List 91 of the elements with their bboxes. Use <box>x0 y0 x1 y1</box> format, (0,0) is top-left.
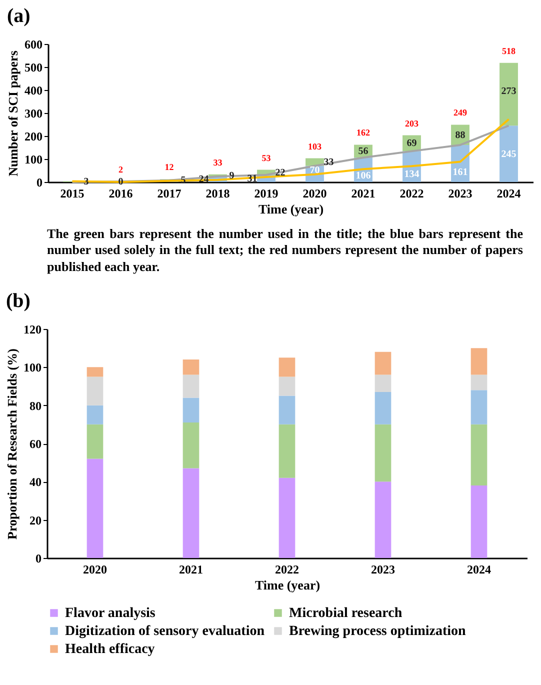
total-label: 249 <box>454 108 468 118</box>
data-label: 22 <box>275 167 286 178</box>
y-tick-label: 100 <box>24 152 42 166</box>
total-label: 518 <box>502 46 516 56</box>
total-label: 103 <box>308 141 322 152</box>
bar <box>86 405 104 424</box>
y-tick-label: 20 <box>30 513 42 528</box>
total-label: 162 <box>356 128 370 138</box>
y-tick-label: 200 <box>24 130 42 144</box>
bar <box>470 424 488 486</box>
data-label: 134 <box>404 169 420 180</box>
data-label: 106 <box>356 170 371 182</box>
bar <box>470 374 488 390</box>
bar <box>182 468 200 558</box>
bar <box>374 374 392 392</box>
x-tick-label: 2022 <box>275 562 299 576</box>
legend-label: Brewing process optimization <box>289 624 466 639</box>
x-tick-label: 2024 <box>496 186 521 200</box>
bar <box>182 397 200 422</box>
x-tick-label: 2023 <box>371 562 395 576</box>
y-axis-title: Proportion of Research Fields (%) <box>4 348 20 540</box>
bar <box>182 422 200 468</box>
chart-title: (a) <box>7 5 30 27</box>
y-tick-label: 400 <box>24 84 42 98</box>
bar <box>374 424 392 482</box>
data-label: 56 <box>358 146 368 158</box>
total-label: 203 <box>405 118 419 128</box>
data-label: 0 <box>118 176 124 188</box>
bar <box>278 424 296 478</box>
y-tick-label: 60 <box>30 436 42 451</box>
x-tick-label: 2021 <box>179 562 203 576</box>
y-tick-label: 120 <box>24 322 42 336</box>
y-tick-label: 600 <box>24 38 42 52</box>
data-label: 69 <box>406 138 417 150</box>
bar <box>278 478 296 558</box>
y-tick-label: 300 <box>24 106 42 120</box>
bar <box>500 126 518 182</box>
y-tick-label: 500 <box>24 60 42 74</box>
legend-label: Digitization of sensory evaluation <box>65 624 265 639</box>
data-label: 88 <box>455 130 466 141</box>
bar <box>278 396 296 424</box>
y-tick-label: 40 <box>30 474 42 489</box>
bar <box>374 481 392 558</box>
x-tick-label: 2018 <box>206 186 230 200</box>
x-tick-label: 2024 <box>467 562 491 576</box>
x-axis-title: Time (year) <box>254 577 320 592</box>
bar <box>86 458 104 558</box>
x-tick-label: 2016 <box>108 186 133 200</box>
bar <box>86 376 104 406</box>
bar <box>86 366 104 376</box>
x-tick-label: 2021 <box>351 186 376 200</box>
bar <box>470 485 488 558</box>
bar <box>470 348 488 375</box>
y-tick-label: 100 <box>24 360 42 374</box>
y-tick-label: 0 <box>36 551 42 566</box>
data-label: 245 <box>501 148 516 160</box>
bar <box>374 392 392 424</box>
data-label: 3 <box>84 176 89 188</box>
x-tick-label: 2022 <box>400 186 424 200</box>
data-label: 70 <box>310 165 320 176</box>
data-label: 273 <box>501 86 516 98</box>
bar <box>374 352 392 375</box>
y-axis-title: Number of SCI papers <box>6 50 20 176</box>
x-tick-label: 2019 <box>254 186 278 200</box>
bar <box>470 390 488 424</box>
total-label: 12 <box>164 162 174 172</box>
y-tick-label: 80 <box>30 398 42 413</box>
total-label: 33 <box>213 157 223 168</box>
total-label: 53 <box>262 152 272 163</box>
bar <box>278 376 296 396</box>
x-axis-title: Time (year) <box>258 202 324 216</box>
text: The green bars represent the number used in the title; the blue bars represent the number used solely in the full text; the red numbers represent the number of papers published each year. <box>47 226 523 275</box>
bar <box>182 374 200 398</box>
data-label: 5 <box>180 174 186 186</box>
x-tick-label: 2015 <box>60 186 84 200</box>
bar <box>500 62 518 126</box>
legend-label: Microbial research <box>289 606 402 621</box>
bar <box>182 359 200 375</box>
data-label: 161 <box>452 166 468 178</box>
chart-title: (b) <box>6 290 30 312</box>
y-tick-label: 0 <box>36 176 42 190</box>
bar <box>278 357 296 376</box>
total-label: 2 <box>118 164 124 175</box>
x-tick-label: 2020 <box>83 562 107 576</box>
x-tick-label: 2017 <box>157 186 182 200</box>
bar <box>86 424 104 459</box>
data-label: 33 <box>324 157 334 168</box>
x-tick-label: 2020 <box>302 186 327 200</box>
legend-label: Flavor analysis <box>65 606 156 621</box>
legend-label: Health efficacy <box>65 642 155 657</box>
x-tick-label: 2023 <box>448 186 472 200</box>
